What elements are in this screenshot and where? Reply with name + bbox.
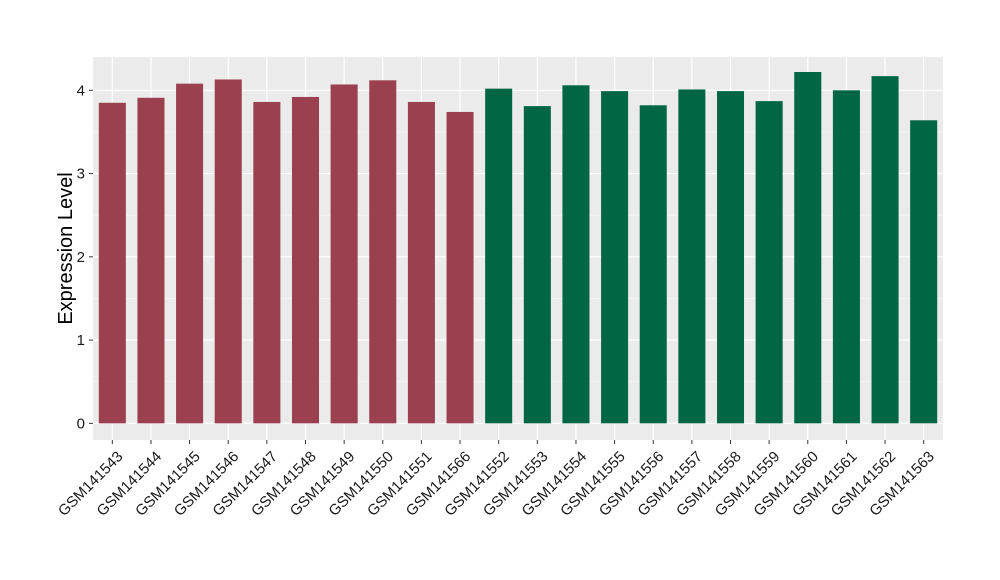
y-tick-label: 2 — [77, 249, 85, 266]
y-axis: 0 1 2 3 4 — [77, 82, 93, 432]
x-axis: GSM141543GSM141544GSM141545GSM141546GSM1… — [55, 440, 938, 520]
y-tick-label: 1 — [77, 332, 85, 349]
bar-GSM141547 — [253, 101, 281, 424]
bar-GSM141543 — [98, 102, 126, 424]
bars — [98, 71, 938, 424]
y-tick-label: 3 — [77, 166, 85, 183]
bar-GSM141548 — [291, 96, 320, 424]
bar-GSM141554 — [562, 85, 590, 424]
bar-GSM141562 — [871, 76, 899, 424]
bar-GSM141553 — [523, 106, 551, 424]
bar-GSM141550 — [369, 80, 397, 424]
y-tick-label: 4 — [77, 82, 85, 99]
bar-GSM141558 — [716, 91, 745, 424]
bar-GSM141557 — [678, 89, 706, 424]
bar-GSM141560 — [794, 71, 822, 424]
bar-GSM141555 — [601, 91, 629, 424]
bar-GSM141566 — [446, 111, 474, 424]
bar-GSM141563 — [910, 120, 938, 424]
bar-GSM141552 — [485, 88, 513, 424]
bar-GSM141546 — [214, 79, 242, 424]
bar-GSM141559 — [755, 101, 783, 424]
y-tick-label: 0 — [77, 415, 85, 432]
bar-GSM141551 — [407, 101, 435, 424]
bar-GSM141556 — [639, 105, 667, 424]
y-axis-title: Expression Level — [55, 172, 77, 324]
bar-GSM141545 — [176, 83, 204, 424]
bar-GSM141544 — [137, 97, 165, 424]
bar-GSM141561 — [832, 90, 860, 424]
bar-GSM141549 — [330, 84, 358, 424]
